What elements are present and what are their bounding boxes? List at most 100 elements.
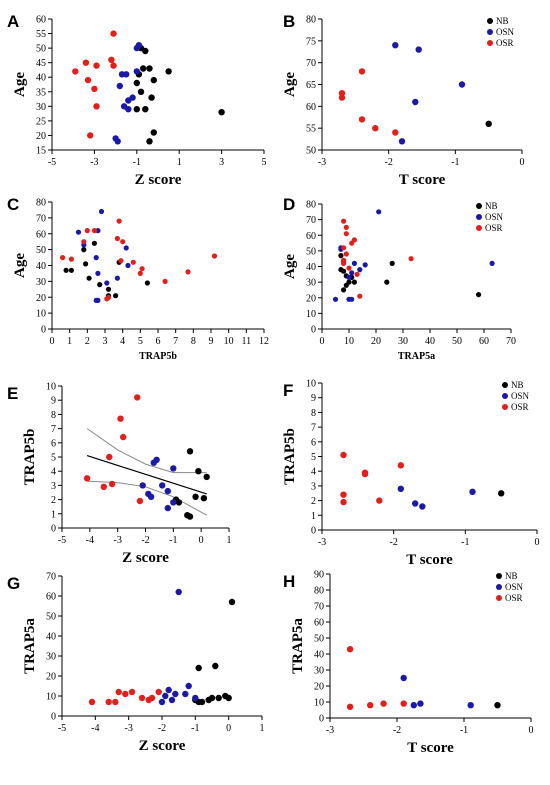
legend-marker-osr-f [502, 404, 508, 410]
point-osr-g [88, 698, 96, 706]
legend-marker-osr-d [476, 225, 482, 231]
legend-marker-osn-f [502, 393, 508, 399]
point-osn-g [185, 682, 192, 690]
y-tick-label-a: 15 [36, 146, 46, 157]
point-osr-b [358, 68, 366, 75]
panel-label-d: D [283, 195, 295, 214]
point-nb-a [133, 106, 140, 113]
point-osr-d [349, 240, 355, 246]
point-osn-g [182, 690, 189, 698]
point-nb-a [165, 68, 172, 75]
point-nb-a [146, 138, 153, 145]
y-tick-label-a: 40 [36, 73, 46, 84]
y-axis-label-a: Age [12, 72, 28, 97]
point-osn-g [158, 698, 166, 706]
y-tick-label-c: 20 [36, 293, 46, 304]
point-nb-a [140, 65, 147, 72]
point-osr-f [340, 491, 347, 498]
point-osr-b [358, 116, 366, 123]
point-osn-a [133, 68, 140, 75]
point-osr-d [357, 293, 363, 299]
x-axis-label-h: T score [407, 740, 454, 756]
point-nb-b [485, 120, 492, 128]
legend-marker-osn-h [496, 584, 502, 590]
x-tick-label-a: -1 [133, 157, 141, 168]
point-osr-e [136, 497, 144, 505]
point-osn-d [489, 260, 495, 266]
point-osr-d [343, 231, 349, 237]
y-tick-label-h: 40 [314, 650, 324, 661]
x-tick-label-e: -4 [86, 535, 94, 546]
point-nb-e [186, 513, 194, 520]
x-tick-label-g: 0 [226, 723, 231, 734]
point-osn-d [349, 296, 355, 302]
x-tick-label-a: 5 [262, 157, 267, 168]
point-nb-d [341, 287, 347, 293]
point-nb-f [498, 490, 505, 497]
point-osn-c [93, 255, 99, 261]
legend-label-nb-d: NB [485, 201, 498, 211]
y-tick-label-f: 0 [311, 526, 316, 537]
point-osr-c [118, 258, 124, 264]
legend-label-osn-b: OSN [496, 27, 515, 37]
y-tick-label-f: 6 [311, 437, 316, 448]
legend-label-nb-b: NB [496, 16, 509, 26]
point-nb-g [195, 664, 202, 672]
y-tick-label-c: 60 [36, 229, 46, 240]
point-nb-c [81, 247, 87, 253]
y-tick-label-g: 10 [46, 692, 56, 703]
point-osr-e [108, 480, 116, 488]
point-nb-e [192, 493, 199, 500]
legend-marker-nb-f [502, 382, 508, 388]
legend-marker-nb-h [496, 573, 502, 579]
point-osr-a [110, 30, 117, 37]
point-osn-d [357, 267, 363, 273]
point-nb-a [133, 79, 140, 87]
y-tick-label-c: 40 [36, 261, 46, 272]
y-tick-label-c: 30 [36, 277, 46, 288]
y-tick-label-a: 60 [36, 15, 46, 26]
point-osn-f [397, 485, 404, 492]
point-osn-c [95, 297, 101, 303]
y-tick-label-f: 10 [306, 379, 316, 390]
y-tick-label-f: 7 [311, 423, 316, 434]
x-tick-label-g: -2 [158, 723, 166, 734]
point-osn-f [412, 500, 419, 507]
point-nb-g [225, 694, 232, 702]
point-osr-c [185, 269, 191, 275]
point-nb-a [148, 94, 155, 101]
x-tick-label-a: -3 [90, 157, 98, 168]
point-nb-a [150, 76, 157, 84]
point-osr-g [128, 688, 136, 696]
x-axis-label-f: T score [406, 552, 453, 568]
point-osn-e [170, 465, 177, 472]
x-tick-label-g: 1 [260, 723, 265, 734]
x-tick-label-d: 10 [344, 336, 354, 347]
point-osn-g [162, 692, 169, 700]
point-osn-g [192, 694, 199, 702]
y-tick-label-d: 70 [306, 215, 316, 226]
y-tick-label-d: 60 [306, 231, 316, 242]
x-tick-label-c: 10 [224, 336, 234, 347]
point-osn-a [123, 71, 130, 78]
y-tick-label-b: 55 [306, 124, 316, 135]
point-nb-c [105, 286, 112, 292]
y-tick-label-g: 30 [46, 652, 56, 663]
point-osr-c [137, 270, 143, 276]
point-osr-h [400, 700, 407, 707]
point-osr-c [84, 228, 90, 234]
point-osr-c [81, 239, 87, 245]
point-nb-h [494, 702, 501, 709]
y-tick-label-g: 0 [51, 712, 56, 723]
point-osn-b [458, 81, 466, 88]
x-tick-label-a: 3 [219, 157, 224, 168]
point-osn-a [125, 97, 132, 104]
point-osr-c [114, 235, 120, 242]
point-nb-c [97, 282, 103, 288]
x-tick-label-e: -5 [58, 535, 66, 546]
y-tick-label-h: 20 [314, 682, 324, 693]
x-tick-label-c: 11 [242, 336, 252, 347]
point-osn-b [415, 46, 422, 53]
point-osr-f [361, 470, 369, 478]
point-osr-d [346, 265, 352, 271]
